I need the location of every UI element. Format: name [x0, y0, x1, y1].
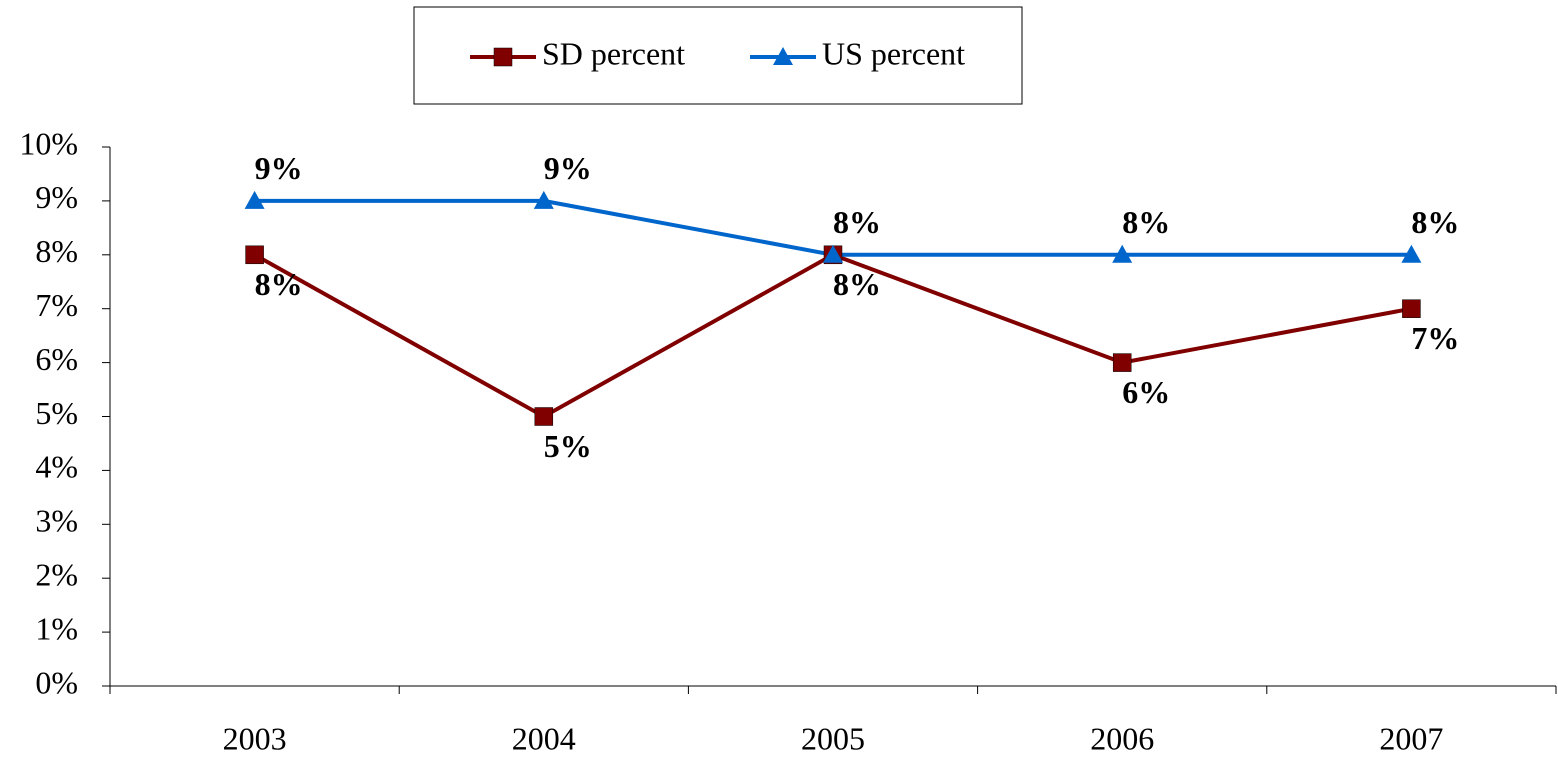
data-label: 8% — [1122, 204, 1170, 240]
y-tick-label: 4% — [35, 449, 78, 485]
series-marker — [533, 190, 554, 209]
y-tick-label: 3% — [35, 503, 78, 539]
data-label: 8% — [833, 204, 881, 240]
series-marker — [1112, 353, 1132, 372]
legend-label: SD percent — [542, 35, 685, 71]
series-marker — [534, 407, 554, 426]
data-label: 6% — [1122, 374, 1170, 410]
y-tick-label: 0% — [35, 664, 78, 700]
series-marker — [1402, 299, 1421, 318]
series-marker — [1112, 244, 1133, 263]
y-tick-label: 6% — [35, 341, 78, 377]
y-tick-label: 7% — [35, 287, 78, 323]
data-label: 7% — [1411, 320, 1459, 356]
series-marker — [244, 190, 265, 209]
x-tick-label: 2004 — [512, 720, 576, 756]
data-label: 8% — [1411, 204, 1459, 240]
legend-marker — [493, 47, 513, 67]
series-marker — [823, 244, 843, 263]
data-label: 9% — [544, 150, 592, 186]
data-label: 5% — [544, 428, 592, 464]
x-tick-label: 2006 — [1090, 720, 1154, 756]
legend-marker — [773, 47, 793, 65]
series-marker — [1401, 244, 1422, 263]
y-tick-label: 10% — [19, 125, 78, 161]
y-tick-label: 2% — [35, 557, 78, 593]
legend-label: US percent — [822, 35, 965, 71]
x-tick-label: 2007 — [1379, 720, 1443, 756]
y-tick-label: 5% — [35, 395, 78, 431]
x-tick-label: 2003 — [223, 720, 287, 756]
data-label: 8% — [833, 266, 881, 302]
series-marker — [245, 245, 264, 265]
y-tick-label: 1% — [35, 610, 78, 646]
y-tick-label: 8% — [35, 233, 78, 269]
y-tick-label: 9% — [35, 179, 78, 215]
x-tick-label: 2005 — [801, 720, 865, 756]
data-label: 9% — [255, 150, 303, 186]
data-label: 8% — [255, 266, 303, 302]
